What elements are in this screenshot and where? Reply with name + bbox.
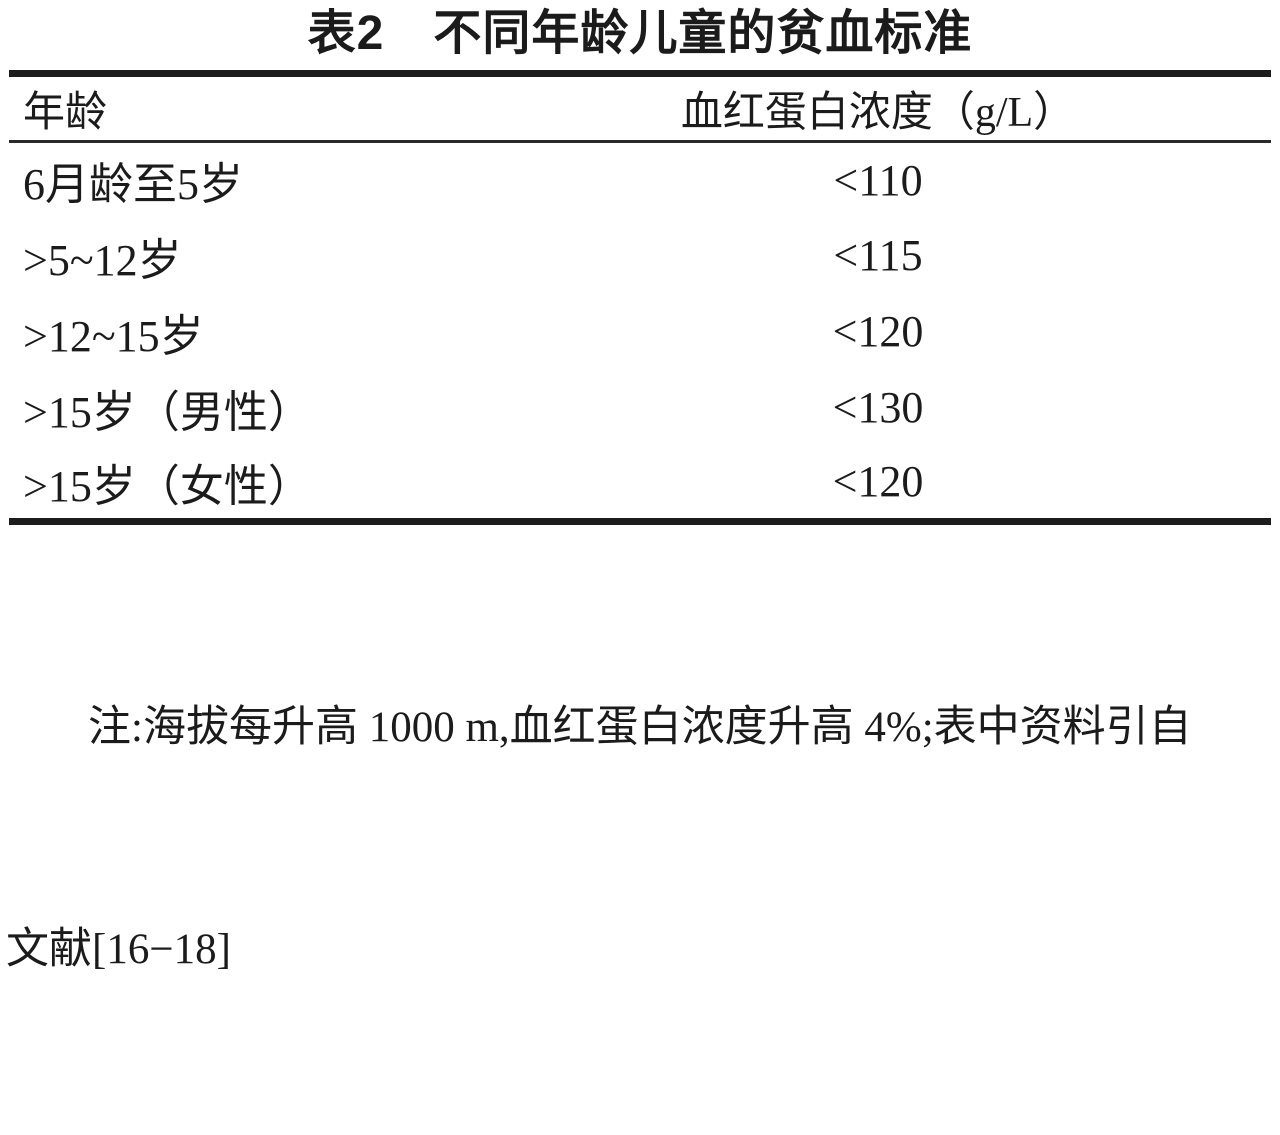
table-footnote: 注:海拔每升高 1000 m,血红蛋白浓度升高 4%;表中资料引自 文献[16−… <box>0 543 1280 1135</box>
footnote-line-1: 注:海拔每升高 1000 m,血红蛋白浓度升高 4%;表中资料引自 <box>88 704 1192 751</box>
hemoglobin-cell: <110 <box>833 155 923 205</box>
age-cell: >5~12岁 <box>23 235 182 285</box>
table-row: >5~12岁 <115 <box>9 218 1271 294</box>
age-cell: >12~15岁 <box>23 311 204 361</box>
age-cell: >15岁（女性） <box>23 461 312 511</box>
hemoglobin-cell: <130 <box>832 383 924 432</box>
page: 表2 不同年龄儿童的贫血标准 年龄 血红蛋白浓度（g/L） 6月龄至5岁 <11… <box>6 7 1271 973</box>
age-cell: 6月龄至5岁 <box>23 160 243 210</box>
table-row: 6月龄至5岁 <110 <box>9 142 1271 218</box>
header-row: 年龄 血红蛋白浓度（g/L） <box>9 74 1271 142</box>
footnote-line-2: 文献[16−18] <box>6 926 231 973</box>
column-header-hemoglobin: 血红蛋白浓度（g/L） <box>680 90 1076 136</box>
table-caption: 表2 不同年龄儿童的贫血标准 <box>307 7 973 60</box>
table-header: 年龄 血红蛋白浓度（g/L） <box>9 74 1271 142</box>
hemoglobin-cell: <120 <box>832 307 924 356</box>
table-row: >15岁（男性） <130 <box>9 370 1271 446</box>
table-body: 6月龄至5岁 <110 >5~12岁 <115 >12~15岁 <120 >15… <box>9 142 1271 522</box>
table-row: >12~15岁 <120 <box>9 294 1271 370</box>
anemia-standards-table: 年龄 血红蛋白浓度（g/L） 6月龄至5岁 <110 >5~12岁 <115 >… <box>9 70 1271 525</box>
column-header-age: 年龄 <box>23 90 108 136</box>
hemoglobin-cell: <120 <box>832 457 924 507</box>
age-cell: >15岁（男性） <box>23 387 312 437</box>
table-row: >15岁（女性） <120 <box>9 446 1271 522</box>
hemoglobin-cell: <115 <box>833 231 923 280</box>
